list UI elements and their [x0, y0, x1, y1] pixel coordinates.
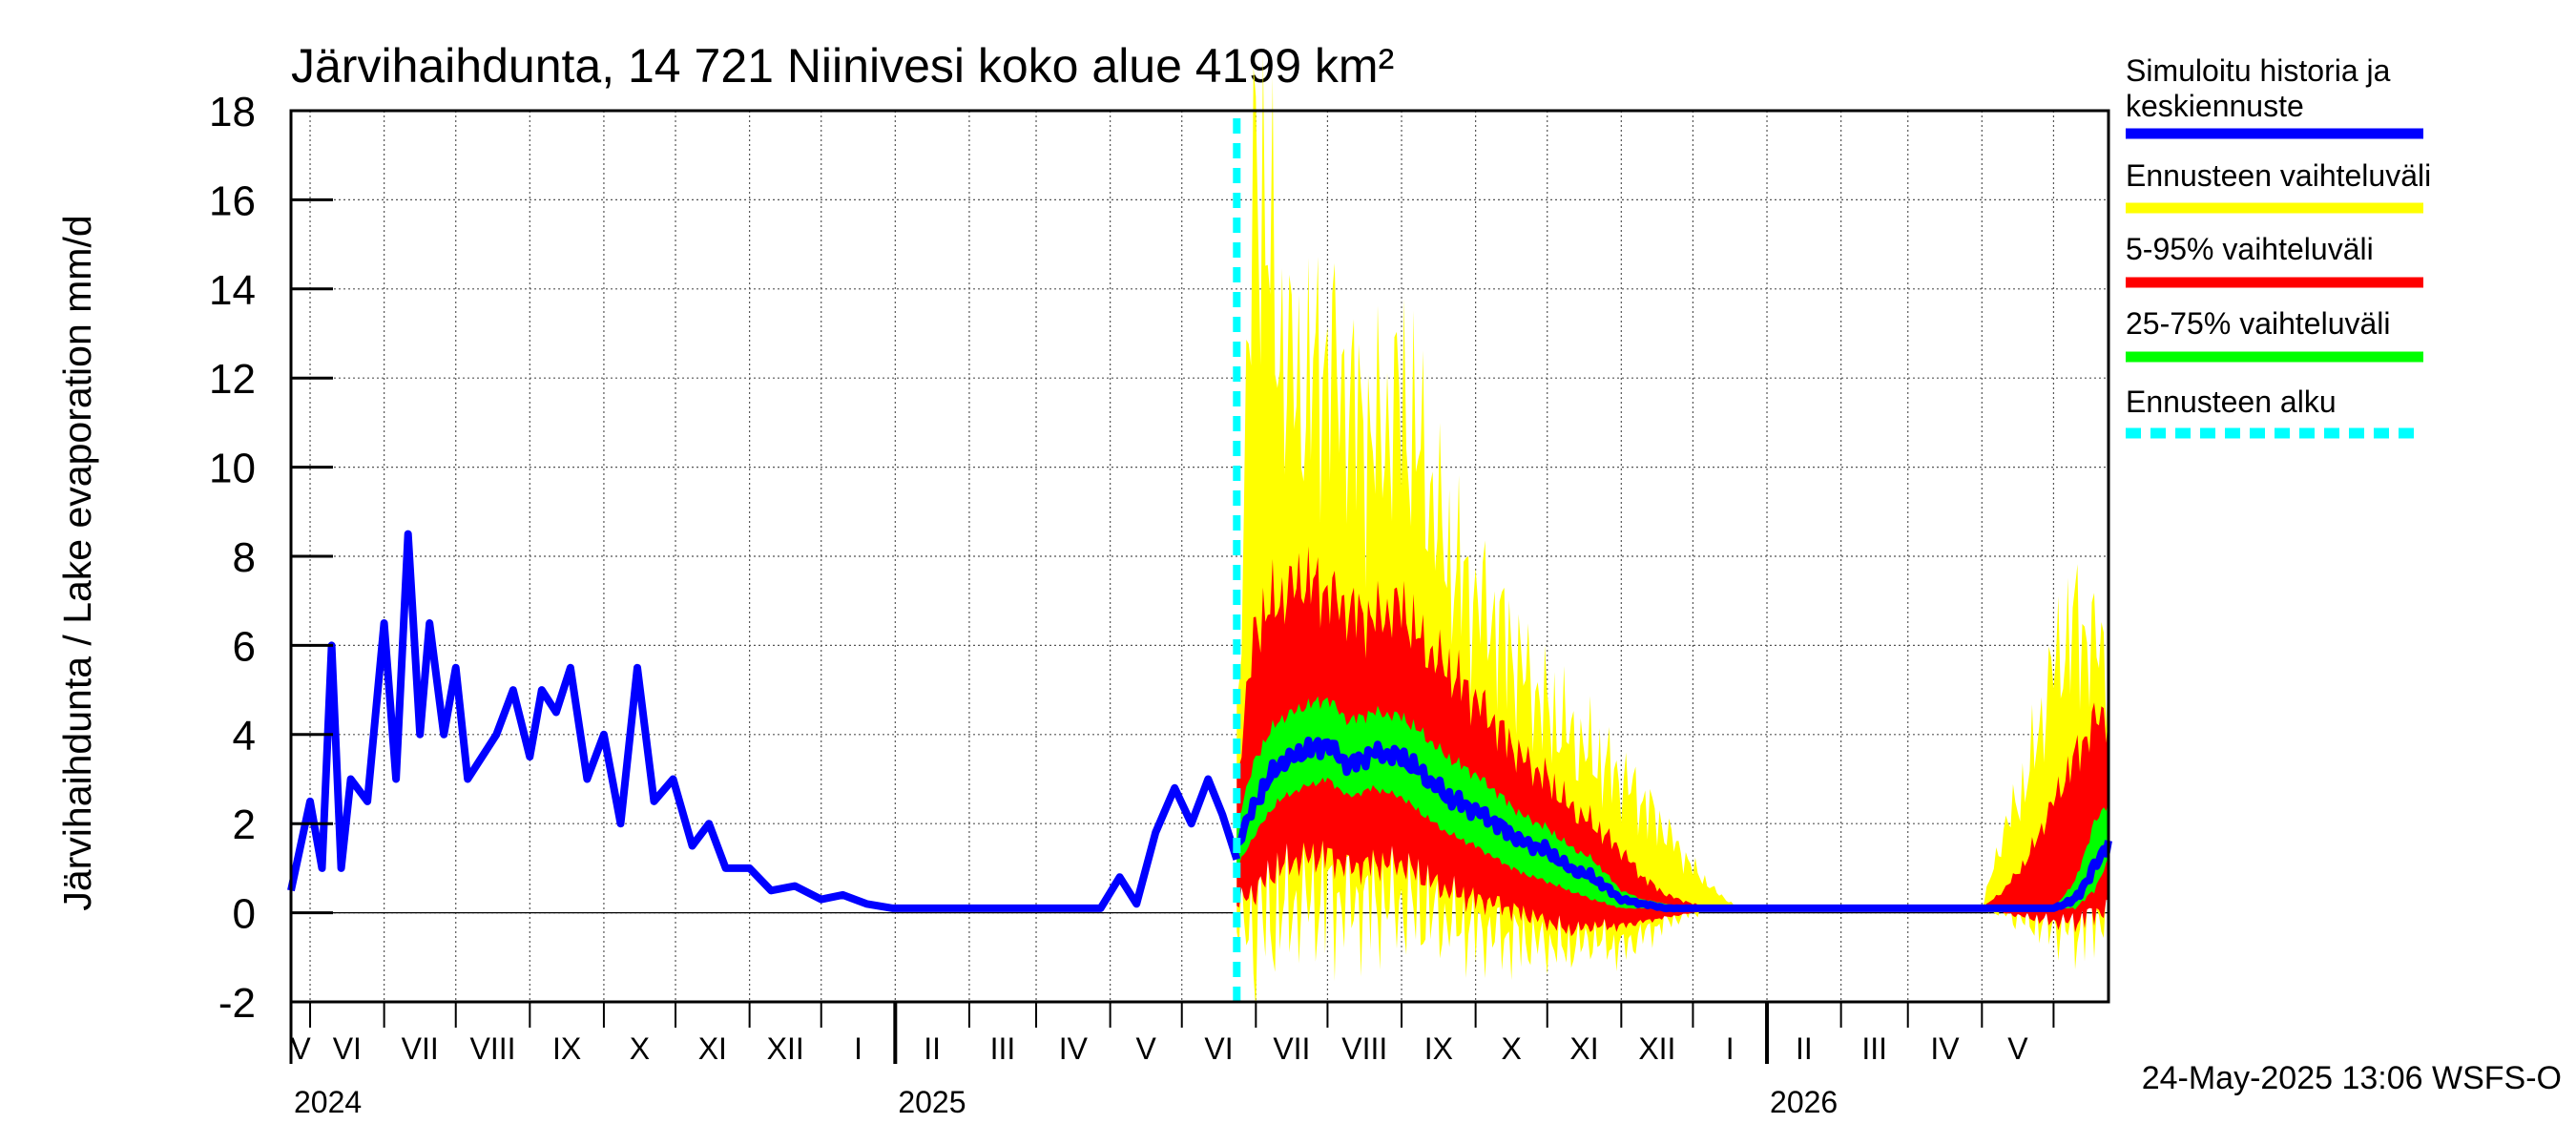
- y-tick-label: 2: [233, 802, 256, 848]
- month-label: X: [1502, 1031, 1522, 1066]
- month-label: X: [630, 1031, 650, 1066]
- year-label: 2026: [1770, 1085, 1838, 1119]
- month-label: II: [1796, 1031, 1813, 1066]
- legend-label: Ennusteen vaihteluväli: [2126, 158, 2431, 193]
- month-label: IX: [1424, 1031, 1453, 1066]
- y-tick-label: 10: [209, 446, 256, 492]
- month-label: VI: [333, 1031, 362, 1066]
- month-label: IV: [1059, 1031, 1089, 1066]
- month-label: V: [290, 1031, 311, 1066]
- y-axis-label: Järvihaihdunta / Lake evaporation mm/d: [55, 215, 99, 910]
- x-axis: V VI VII VIII IX X XI XII I II III IV V VI VII VIII IX X X…: [289, 1002, 2055, 1119]
- band-5-95: [1236, 546, 2109, 937]
- legend-label: Simuloitu historia ja: [2126, 53, 2391, 88]
- month-label: VII: [1273, 1031, 1310, 1066]
- month-label: VIII: [1341, 1031, 1387, 1066]
- month-label: XII: [767, 1031, 804, 1066]
- footer-timestamp: 24-May-2025 13:06 WSFS-O: [2142, 1060, 2562, 1096]
- month-label: VIII: [470, 1031, 516, 1066]
- month-label: IV: [1930, 1031, 1960, 1066]
- legend-label: keskiennuste: [2126, 89, 2304, 123]
- month-label: V: [1136, 1031, 1157, 1066]
- y-tick-label: 12: [209, 356, 256, 403]
- series-history: [287, 530, 1241, 912]
- y-tick-label: 4: [233, 713, 256, 760]
- legend-label: 5-95% vaihteluväli: [2126, 232, 2374, 266]
- month-label: III: [990, 1031, 1016, 1066]
- year-label: 2024: [294, 1085, 362, 1119]
- y-tick-label: -2: [218, 980, 256, 1027]
- y-tick-label: 14: [209, 267, 256, 314]
- month-label: VII: [402, 1031, 439, 1066]
- y-tick-label: 6: [233, 623, 256, 670]
- month-label: V: [2007, 1031, 2028, 1066]
- month-label: XII: [1638, 1031, 1675, 1066]
- month-label: IX: [552, 1031, 581, 1066]
- y-axis-ticks: -2 0 2 4 6 8 10 12 14 16 18: [209, 89, 333, 1027]
- legend-label: Ennusteen alku: [2126, 385, 2337, 419]
- month-label: II: [924, 1031, 941, 1066]
- series-lines: [287, 118, 2112, 1002]
- month-label: VI: [1204, 1031, 1233, 1066]
- month-label: I: [854, 1031, 862, 1066]
- legend-label: 25-75% vaihteluväli: [2126, 306, 2391, 341]
- month-label: I: [1726, 1031, 1735, 1066]
- year-label: 2025: [898, 1085, 966, 1119]
- y-tick-label: 8: [233, 534, 256, 581]
- chart-title: Järvihaihdunta, 14 721 Niinivesi koko al…: [291, 39, 1394, 93]
- y-tick-label: 0: [233, 891, 256, 938]
- band-25-75: [1236, 696, 2109, 910]
- series-forecast-median: [1235, 737, 2112, 913]
- y-tick-label: 16: [209, 177, 256, 224]
- forecast-bands: [1236, 52, 2109, 1013]
- month-label: III: [1861, 1031, 1887, 1066]
- month-label: XI: [1569, 1031, 1598, 1066]
- y-tick-label: 18: [209, 89, 256, 135]
- month-label: XI: [698, 1031, 727, 1066]
